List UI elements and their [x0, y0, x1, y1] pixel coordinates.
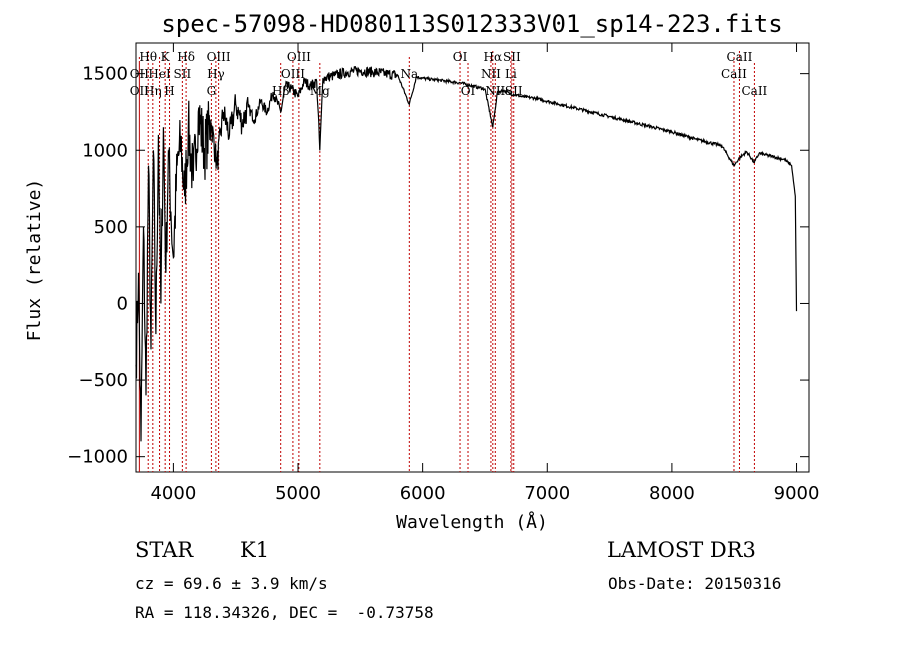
line-marker-label: Hη [144, 84, 162, 98]
y-axis-label: Flux (relative) [24, 179, 45, 342]
line-marker-label: H [164, 84, 174, 98]
object-subclass: K1 [240, 538, 270, 562]
line-marker-label: OII [130, 84, 150, 98]
redshift-value: cz = 69.6 ± 3.9 km/s [135, 574, 328, 593]
line-marker-label: Hθ [139, 50, 157, 64]
axis-ticks: 4000 5000 6000 7000 8000 9000 −1000 −500 0 500 100… [67, 43, 819, 504]
spectrum-line [135, 66, 798, 442]
line-marker-label: OIII [207, 50, 231, 64]
y-tick-label: −1000 [67, 447, 128, 468]
observation-date: Obs-Date: 20150316 [608, 574, 782, 593]
line-marker-label: Hδ [177, 50, 195, 64]
line-marker-label: CaII [721, 67, 747, 81]
x-tick-label: 6000 [400, 483, 446, 504]
line-marker-label: HeI [148, 67, 171, 81]
line-marker-label: SII [174, 67, 192, 81]
y-tick-label: 1500 [82, 64, 128, 85]
survey-name: LAMOST DR3 [607, 538, 756, 562]
line-marker-label: OIII [281, 67, 305, 81]
line-marker-label: NII [481, 67, 501, 81]
x-tick-label: 7000 [524, 483, 570, 504]
line-marker-label: Hγ [207, 67, 225, 81]
y-tick-label: 500 [94, 217, 128, 238]
x-tick-label: 8000 [649, 483, 695, 504]
plot-frame [135, 42, 810, 473]
line-marker-label: CaII [727, 50, 753, 64]
line-marker-label: NII [485, 84, 505, 98]
line-marker-label: G [207, 84, 217, 98]
y-tick-label: 0 [117, 293, 128, 314]
y-tick-label: 1000 [82, 140, 128, 161]
chart-title: spec-57098-HD080113S012333V01_sp14-223.f… [161, 10, 782, 38]
line-marker-label: Hα [484, 50, 503, 64]
x-tick-label: 9000 [774, 483, 820, 504]
line-marker-label: SII [503, 50, 521, 64]
x-axis-label: Wavelength (Å) [396, 511, 548, 533]
object-class: STAR [135, 538, 194, 562]
line-marker-label: OIII [287, 50, 311, 64]
line-marker-label: OI [461, 84, 476, 98]
line-marker-label: Li [505, 67, 517, 81]
coordinates: RA = 118.34326, DEC = -0.73758 [135, 603, 434, 622]
line-marker-label: Na [400, 67, 418, 81]
x-tick-label: 4000 [150, 483, 196, 504]
line-marker-label: K [161, 50, 171, 64]
emission-line-markers: HθOIIOIIHηHeIKHSIIHδOIIIHγGOIIIOIIIHβMgN… [130, 50, 768, 472]
x-tick-label: 5000 [275, 483, 321, 504]
y-tick-label: −500 [79, 370, 128, 391]
line-marker-label: CaII [741, 84, 767, 98]
line-marker-label: OI [453, 50, 468, 64]
